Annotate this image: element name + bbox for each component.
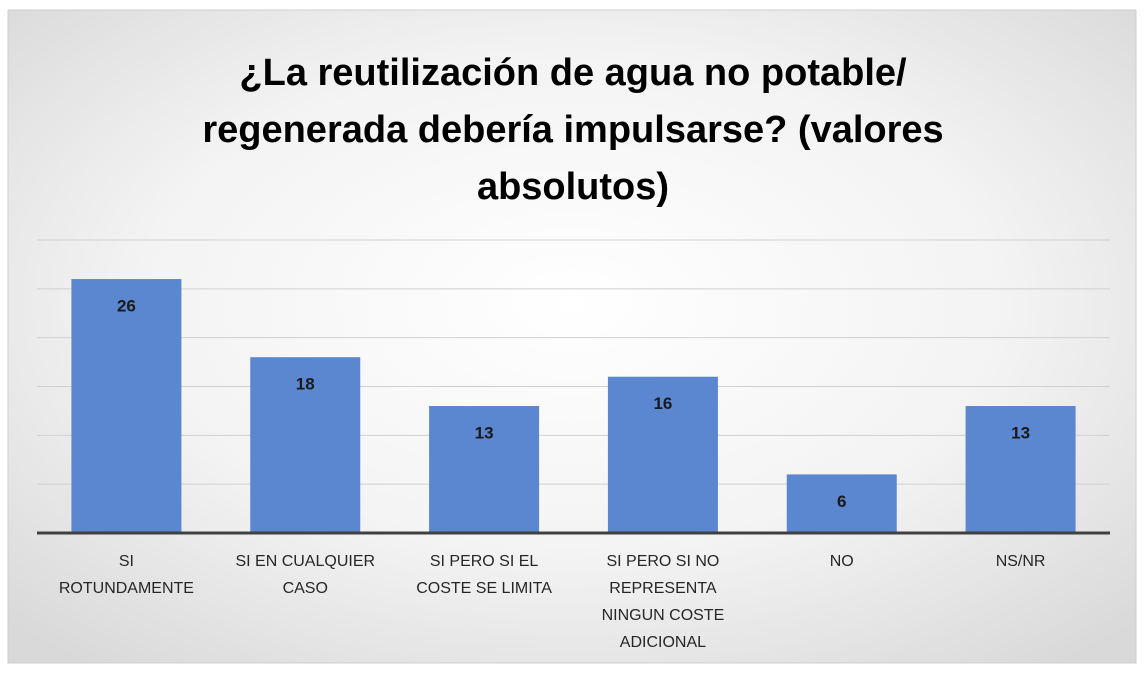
bar bbox=[786, 474, 897, 533]
x-tick-label: SI EN CUALQUIER CASO bbox=[235, 553, 375, 597]
data-label: 6 bbox=[837, 492, 846, 511]
data-label: 16 bbox=[653, 394, 672, 413]
data-label: 13 bbox=[475, 424, 494, 443]
bar bbox=[71, 279, 182, 533]
data-label: 18 bbox=[296, 375, 315, 394]
x-tick-label: SI ROTUNDAMENTE bbox=[59, 553, 194, 597]
data-label: 26 bbox=[117, 297, 136, 316]
bar bbox=[607, 376, 718, 533]
x-tick-label: SI PERO SI NO REPRESENTA NINGUN COSTE ADICI… bbox=[602, 553, 725, 651]
bar bbox=[965, 406, 1076, 533]
bar bbox=[429, 406, 540, 533]
x-tick-label: NS/NR bbox=[996, 553, 1046, 570]
x-tick-label: SI PERO SI EL COSTE SE LIMITA bbox=[416, 553, 552, 597]
chart-title: ¿La reutilización de agua no potable/reg… bbox=[202, 52, 943, 208]
x-tick-label: NO bbox=[830, 553, 854, 570]
data-label: 13 bbox=[1011, 424, 1030, 443]
chart-background bbox=[7, 9, 1137, 664]
bar bbox=[250, 357, 361, 533]
